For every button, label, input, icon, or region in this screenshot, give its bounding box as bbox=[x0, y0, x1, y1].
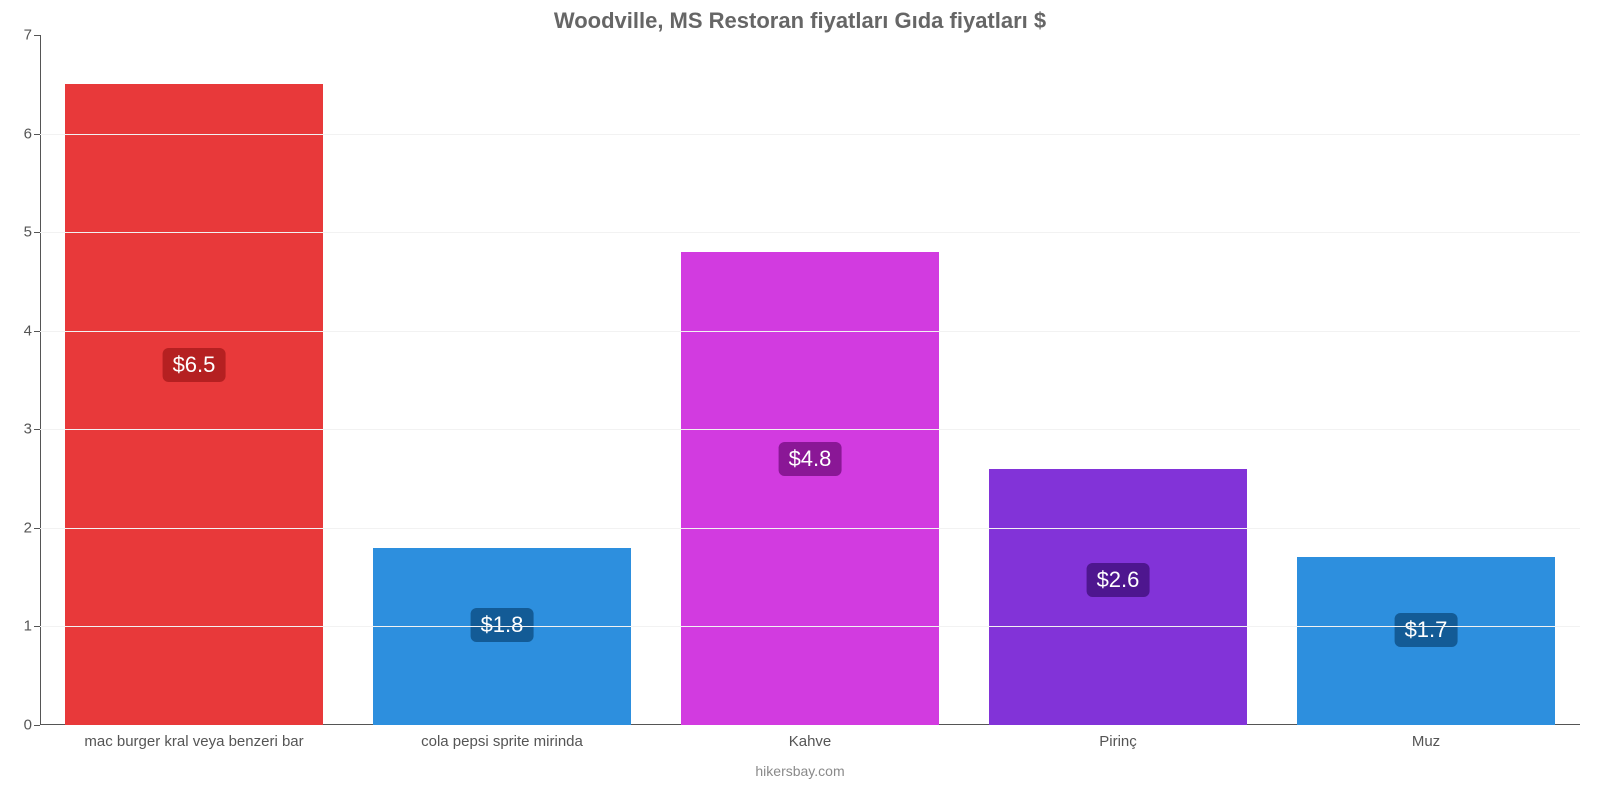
gridline bbox=[40, 626, 1580, 627]
y-tick-label: 6 bbox=[24, 125, 40, 142]
gridline bbox=[40, 232, 1580, 233]
bar: $1.8 bbox=[373, 548, 632, 725]
bar-slot: $6.5mac burger kral veya benzeri bar bbox=[40, 35, 348, 725]
value-badge: $4.8 bbox=[779, 442, 842, 476]
x-category-label: Muz bbox=[1272, 725, 1580, 750]
bar: $6.5 bbox=[65, 84, 324, 725]
bar-slot: $1.7Muz bbox=[1272, 35, 1580, 725]
value-badge: $1.7 bbox=[1395, 613, 1458, 647]
value-badge: $2.6 bbox=[1087, 563, 1150, 597]
chart-footer: hikersbay.com bbox=[0, 763, 1600, 779]
y-tick-label: 2 bbox=[24, 519, 40, 536]
y-tick-label: 3 bbox=[24, 421, 40, 438]
x-category-label: Pirinç bbox=[964, 725, 1272, 750]
y-tick-label: 0 bbox=[24, 717, 40, 734]
x-category-label: Kahve bbox=[656, 725, 964, 750]
y-tick-label: 1 bbox=[24, 618, 40, 635]
bar-slot: $2.6Pirinç bbox=[964, 35, 1272, 725]
gridline bbox=[40, 429, 1580, 430]
value-badge: $1.8 bbox=[471, 608, 534, 642]
x-category-label: mac burger kral veya benzeri bar bbox=[40, 725, 348, 750]
plot-area: $6.5mac burger kral veya benzeri bar$1.8… bbox=[40, 35, 1580, 725]
gridline bbox=[40, 528, 1580, 529]
x-category-label: cola pepsi sprite mirinda bbox=[348, 725, 656, 750]
y-tick-label: 5 bbox=[24, 224, 40, 241]
bar: $1.7 bbox=[1297, 557, 1556, 725]
y-tick-label: 4 bbox=[24, 322, 40, 339]
bar-slot: $1.8cola pepsi sprite mirinda bbox=[348, 35, 656, 725]
bars-container: $6.5mac burger kral veya benzeri bar$1.8… bbox=[40, 35, 1580, 725]
y-tick-label: 7 bbox=[24, 27, 40, 44]
bar-slot: $4.8Kahve bbox=[656, 35, 964, 725]
chart-title: Woodville, MS Restoran fiyatları Gıda fi… bbox=[0, 0, 1600, 34]
bar: $2.6 bbox=[989, 469, 1248, 725]
gridline bbox=[40, 134, 1580, 135]
gridline bbox=[40, 331, 1580, 332]
bar: $4.8 bbox=[681, 252, 940, 725]
value-badge: $6.5 bbox=[163, 348, 226, 382]
price-bar-chart: Woodville, MS Restoran fiyatları Gıda fi… bbox=[0, 0, 1600, 800]
